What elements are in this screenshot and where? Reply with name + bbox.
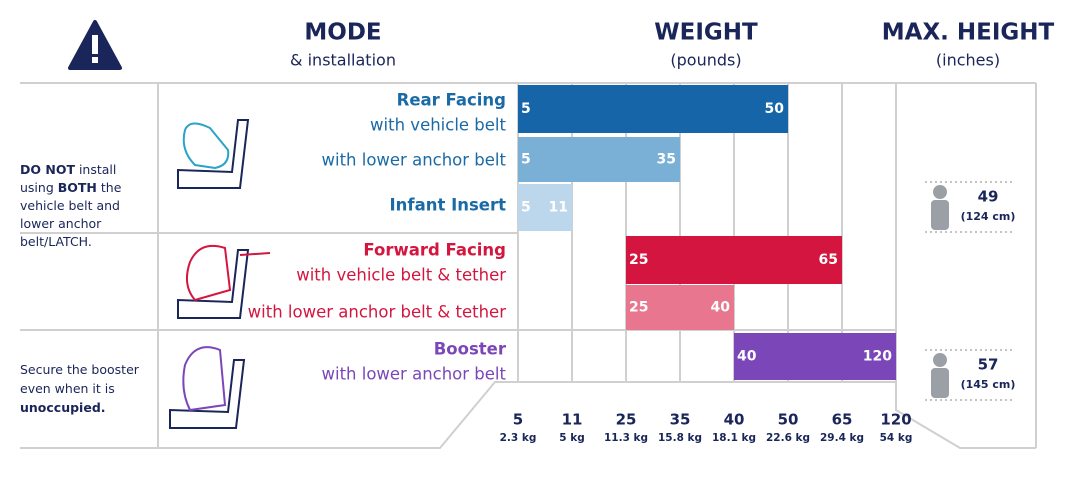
note: Secure the booster even when it is unocc… [20, 362, 143, 415]
bar-min-label: 5 [521, 200, 531, 216]
bar-min-label: 40 [737, 349, 757, 365]
weight-bar [518, 184, 572, 231]
x-tick-label: 50 [778, 411, 799, 429]
weight-bar [626, 285, 734, 330]
mode-heading: Rear Facing [397, 91, 506, 110]
height-subtitle: (inches) [936, 51, 1000, 70]
note-text: unoccupied. [20, 400, 106, 415]
bar-max-label: 35 [657, 152, 676, 168]
bar-max-label: 50 [765, 101, 785, 117]
mode-label: with lower anchor belt [321, 365, 506, 384]
bar-min-label: 25 [629, 300, 648, 316]
note-text: lower anchor [20, 216, 102, 231]
x-tick-kg: 2.3 kg [500, 432, 537, 444]
bar-max-label: 65 [819, 252, 838, 268]
x-tick-label: 65 [832, 411, 853, 429]
x-tick-label: 5 [513, 411, 523, 429]
x-tick-label: 35 [670, 411, 691, 429]
note-text: belt/LATCH. [20, 234, 92, 249]
mode-heading: Forward Facing [363, 241, 506, 260]
note-text: BOTH [58, 180, 97, 195]
x-tick-kg: 15.8 kg [658, 432, 702, 444]
mode-heading: Booster [434, 340, 507, 359]
weight-title: WEIGHT [654, 20, 758, 46]
note-text: DO NOT [20, 162, 75, 177]
note-text: using [20, 180, 58, 195]
note-text: install [75, 162, 116, 177]
weight-bar [518, 137, 680, 182]
mode-title: MODE [304, 20, 381, 46]
bar-min-label: 5 [521, 101, 531, 117]
child-icon [933, 353, 947, 367]
weight-bar [734, 333, 896, 380]
child-icon [931, 200, 949, 230]
x-tick-kg: 5 kg [559, 432, 584, 444]
mode-label: with vehicle belt & tether [296, 266, 506, 285]
x-tick-kg: 54 kg [880, 432, 913, 444]
note-text: Secure the booster [20, 362, 140, 377]
bar-min-label: 25 [629, 252, 648, 268]
mode-label: with lower anchor belt & tether [248, 303, 507, 322]
note-text: even when it is [20, 381, 115, 396]
warning-icon [68, 20, 122, 70]
height-title: MAX. HEIGHT [882, 20, 1055, 46]
x-tick-kg: 18.1 kg [712, 432, 756, 444]
height-cm: (145 cm) [961, 378, 1016, 391]
bar-max-label: 11 [549, 200, 568, 216]
x-tick-label: 40 [724, 411, 745, 429]
height-cm: (124 cm) [961, 210, 1016, 223]
mode-subtitle: & installation [290, 51, 396, 70]
note: DO NOT install using BOTH the vehicle be… [20, 162, 125, 249]
x-tick-kg: 29.4 kg [820, 432, 864, 444]
mode-heading: Infant Insert [390, 196, 507, 215]
height-inches: 49 [978, 188, 999, 206]
bar-max-label: 120 [863, 349, 892, 365]
x-tick-kg: 11.3 kg [604, 432, 648, 444]
weight-bar [626, 236, 842, 284]
weight-subtitle: (pounds) [670, 51, 741, 70]
x-tick-kg: 22.6 kg [766, 432, 810, 444]
bar-max-label: 40 [711, 300, 731, 316]
note-text: the [97, 180, 122, 195]
mode-label: with vehicle belt [370, 116, 506, 135]
height-inches: 57 [978, 356, 999, 374]
weight-bar [518, 85, 788, 133]
x-tick-label: 120 [880, 411, 911, 429]
note-text: vehicle belt and [20, 198, 120, 213]
seat-icons [169, 119, 271, 429]
child-icon [931, 368, 949, 398]
child-icon [933, 185, 947, 199]
bar-min-label: 5 [521, 152, 531, 168]
x-tick-label: 11 [562, 411, 583, 429]
mode-label: with lower anchor belt [321, 151, 506, 170]
x-tick-label: 25 [616, 411, 637, 429]
